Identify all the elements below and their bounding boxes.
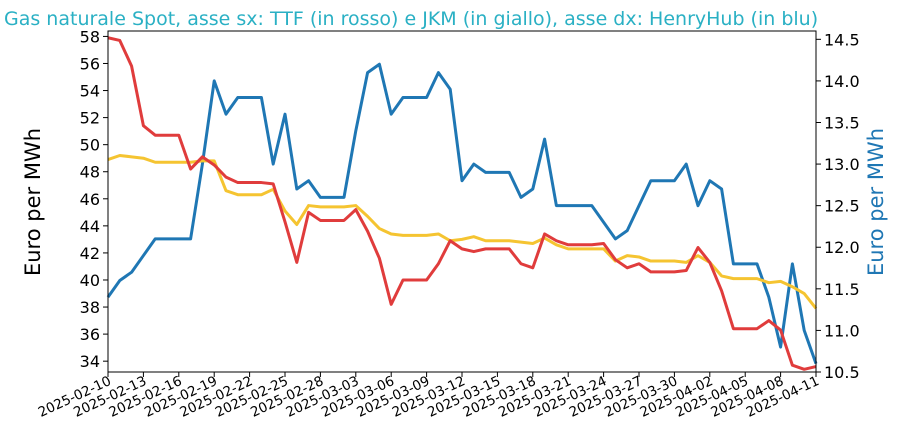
left-tick-label: 40 (80, 271, 100, 290)
left-tick-label: 42 (80, 244, 100, 263)
left-tick-label: 34 (80, 352, 100, 371)
left-tick-label: 38 (80, 298, 100, 317)
chart-title: Gas naturale Spot, asse sx: TTF (in ross… (4, 8, 818, 30)
plot-area (106, 30, 818, 373)
right-y-axis: 10.5 11.0 11.5 12.0 12.5 13.0 13.5 14.0 14.5 (816, 30, 860, 382)
right-tick-label: 11.5 (824, 280, 860, 299)
right-y-axis-label: Euro per MWh (864, 128, 888, 276)
right-tick-label: 13.5 (824, 113, 860, 132)
right-tick-label: 14.5 (824, 30, 860, 49)
left-tick-label: 54 (80, 82, 100, 101)
left-tick-label: 50 (80, 136, 100, 155)
series-layer (106, 36, 818, 371)
series-line-ttf (107, 36, 817, 371)
left-tick-label: 48 (80, 163, 100, 182)
left-tick-label: 52 (80, 109, 100, 128)
series-line-henryhub (106, 62, 818, 365)
right-tick-label: 13.0 (824, 155, 860, 174)
right-tick-label: 11.0 (824, 321, 860, 340)
series-line-jkm (107, 153, 818, 310)
left-y-axis-label: Euro per MWh (21, 128, 45, 276)
left-tick-label: 56 (80, 54, 100, 73)
right-tick-label: 12.0 (824, 238, 860, 257)
left-tick-label: 46 (80, 190, 100, 209)
right-tick-label: 14.0 (824, 72, 860, 91)
right-tick-label: 10.5 (824, 363, 860, 382)
left-tick-label: 58 (80, 27, 100, 46)
left-y-axis: 34 36 38 40 42 44 46 48 50 52 54 56 58 (80, 27, 108, 371)
right-tick-label: 12.5 (824, 197, 860, 216)
left-tick-label: 44 (80, 217, 100, 236)
left-tick-label: 36 (80, 325, 100, 344)
x-axis: 2025-02-102025-02-132025-02-162025-02-19… (36, 372, 822, 421)
